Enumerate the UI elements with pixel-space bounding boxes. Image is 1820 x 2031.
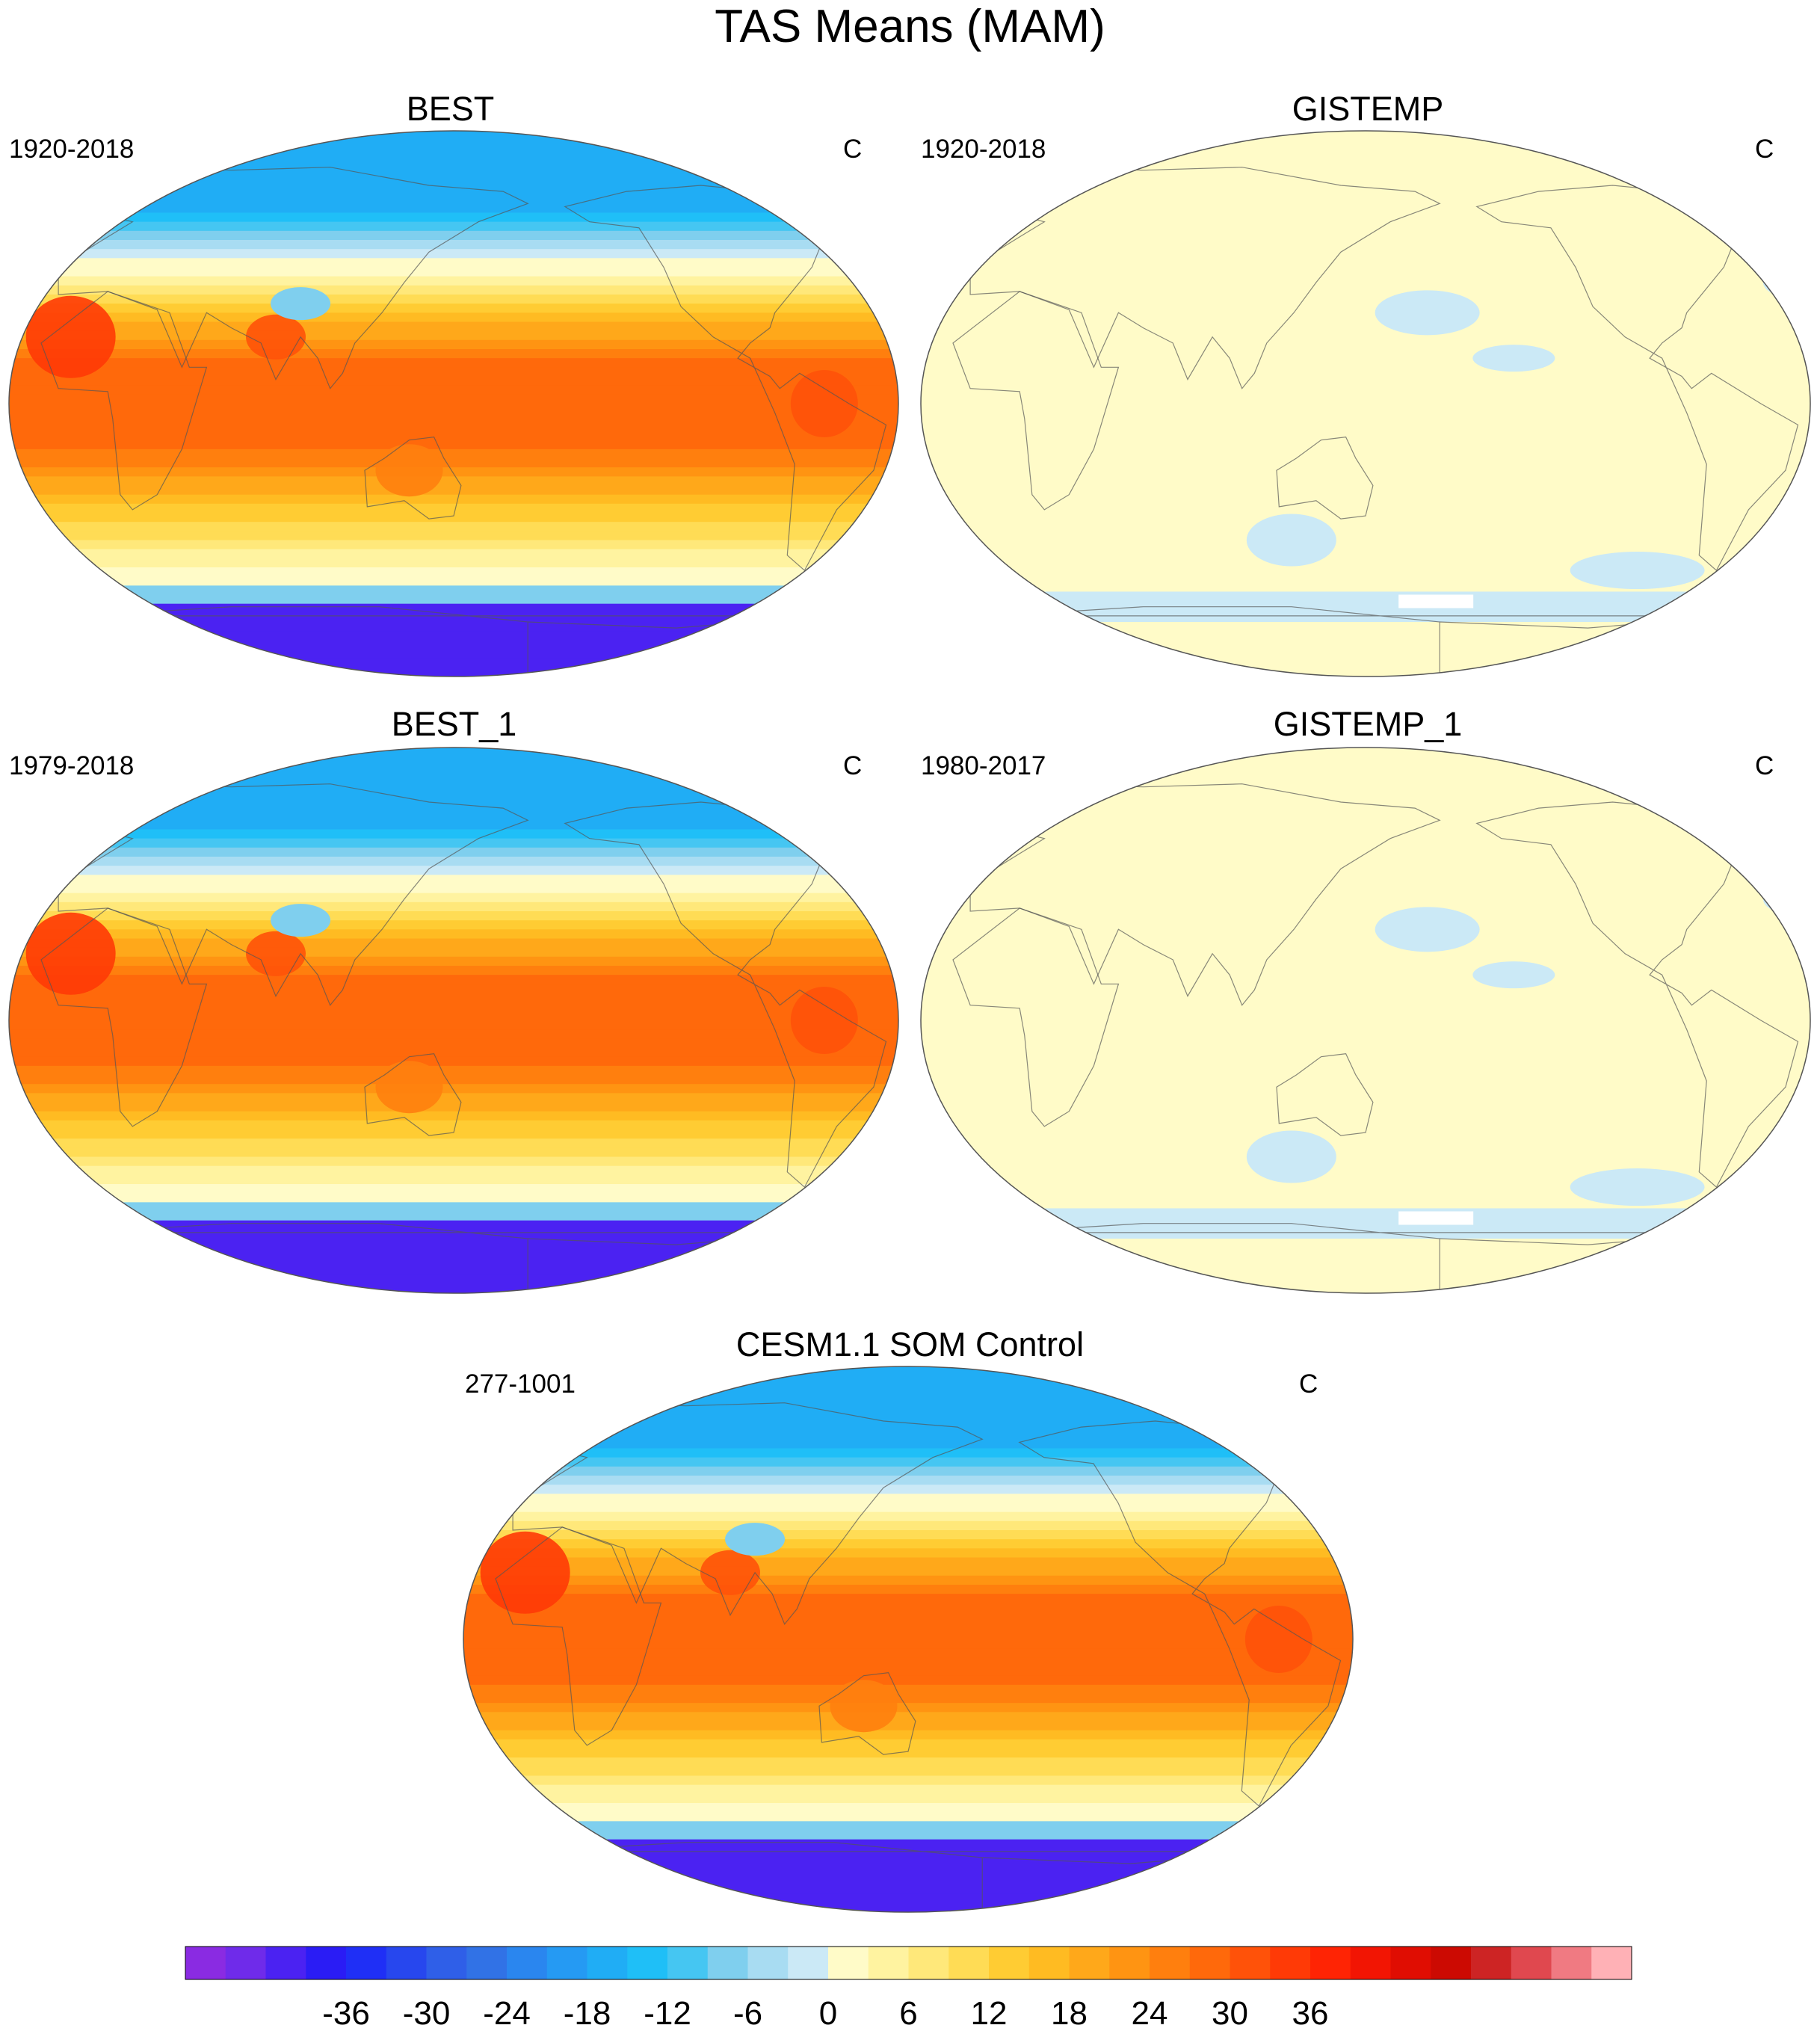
colorbar-swatch (185, 1947, 226, 1979)
colorbar-swatch (1230, 1947, 1271, 1979)
panel-units-cesm: C (1299, 1369, 1318, 1399)
panel-period-cesm: 277-1001 (465, 1369, 576, 1399)
colorbar-tick-label: 18 (1051, 1995, 1088, 2031)
panel-period-gistemp1: 1980-2017 (921, 751, 1046, 780)
panel-units-best1: C (843, 751, 863, 780)
panel-period-best1: 1979-2018 (9, 751, 135, 780)
colorbar-swatch (828, 1947, 869, 1979)
colorbar-swatch (1189, 1947, 1230, 1979)
colorbar-tick-label: -12 (644, 1995, 691, 2031)
colorbar-swatch (1551, 1947, 1592, 1979)
colorbar-swatch (466, 1947, 508, 1979)
colorbar-swatch (1471, 1947, 1512, 1979)
colorbar-swatch (747, 1947, 789, 1979)
colorbar-tick-label: 12 (971, 1995, 1008, 2031)
colorbar-swatch (1431, 1947, 1472, 1979)
panel-title-gistemp: GISTEMP (1292, 90, 1444, 128)
colorbar-swatch (225, 1947, 266, 1979)
panel-title-best: BEST (406, 90, 495, 128)
map-best (8, 130, 899, 677)
colorbar-tick-label: -36 (322, 1995, 370, 2031)
colorbar-tick-label: 0 (819, 1995, 837, 2031)
colorbar-swatch (546, 1947, 587, 1979)
colorbar-swatch (948, 1947, 990, 1979)
panel-units-best: C (843, 135, 863, 164)
colorbar-swatch (346, 1947, 387, 1979)
colorbar-swatch (707, 1947, 748, 1979)
colorbar-swatch (1390, 1947, 1431, 1979)
colorbar-swatch (788, 1947, 829, 1979)
map-gistemp1 (920, 747, 1811, 1294)
panel-title-best1: BEST_1 (391, 705, 517, 743)
colorbar-swatch (386, 1947, 427, 1979)
panel-title-gistemp1: GISTEMP_1 (1273, 705, 1463, 743)
colorbar-tick-label: -18 (564, 1995, 611, 2031)
panel-period-gistemp: 1920-2018 (921, 135, 1046, 164)
colorbar-swatch (265, 1947, 306, 1979)
colorbar-tick-label: 30 (1212, 1995, 1248, 2031)
colorbar-swatch (1310, 1947, 1351, 1979)
colorbar-swatch (507, 1947, 548, 1979)
colorbar: -36 -30 -24 -18 -12 -6 0 6 12 18 24 30 36 (185, 1946, 1632, 2031)
colorbar-tick-label: -6 (733, 1995, 762, 2031)
colorbar-swatch (627, 1947, 668, 1979)
map-gistemp (920, 130, 1811, 677)
colorbar-swatch (1069, 1947, 1110, 1979)
colorbar-swatch (989, 1947, 1030, 1979)
colorbar-swatch (1270, 1947, 1311, 1979)
figure-title: TAS Means (MAM) (715, 1, 1105, 52)
colorbar-swatch (1350, 1947, 1391, 1979)
panel-units-gistemp: C (1755, 135, 1774, 164)
map-cesm (463, 1366, 1354, 1913)
colorbar-swatch (1028, 1947, 1070, 1979)
colorbar-swatch (306, 1947, 347, 1979)
colorbar-tick-label: 24 (1132, 1995, 1168, 2031)
colorbar-swatch (426, 1947, 467, 1979)
colorbar-swatch (1150, 1947, 1191, 1979)
panel-units-gistemp1: C (1755, 751, 1774, 780)
map-best1 (8, 747, 899, 1294)
panel-title-cesm: CESM1.1 SOM Control (735, 1325, 1085, 1363)
colorbar-tick-label: 36 (1292, 1995, 1329, 2031)
panel-period-best: 1920-2018 (9, 135, 135, 164)
colorbar-tick-label: -30 (403, 1995, 451, 2031)
colorbar-swatch (868, 1947, 909, 1979)
colorbar-swatch (587, 1947, 628, 1979)
colorbar-tick-label: -24 (483, 1995, 531, 2031)
colorbar-swatch (1109, 1947, 1150, 1979)
colorbar-swatch (1511, 1947, 1552, 1979)
colorbar-swatch (908, 1947, 949, 1979)
colorbar-tick-label: 6 (899, 1995, 917, 2031)
colorbar-swatch (1591, 1947, 1632, 1979)
colorbar-swatch (667, 1947, 709, 1979)
